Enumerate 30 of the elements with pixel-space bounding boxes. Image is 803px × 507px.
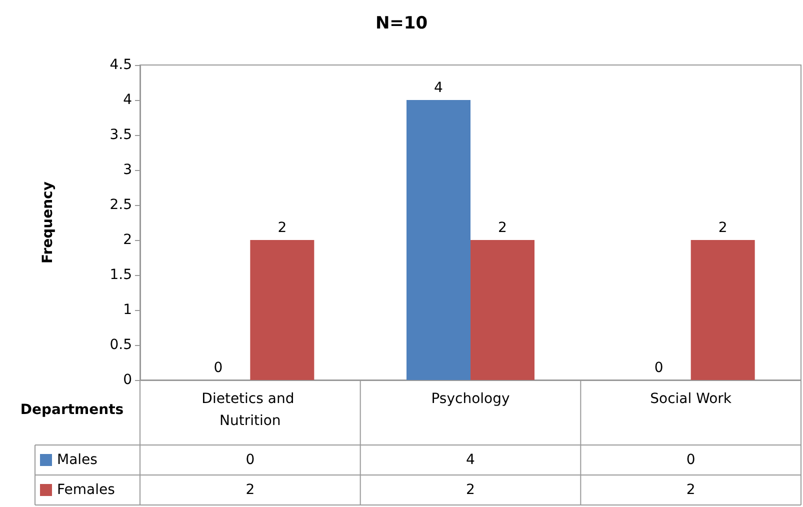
- x-tick-label: Social Work: [650, 391, 732, 407]
- x-axis-title: Departments: [20, 402, 124, 418]
- data-label: 2: [686, 482, 696, 498]
- data-label: 2: [246, 482, 255, 498]
- y-tick-label: 1: [123, 302, 132, 318]
- y-tick-label: 1.5: [110, 267, 132, 283]
- chart-title: N=10: [375, 14, 428, 34]
- y-tick-label: 2: [123, 232, 132, 248]
- text: 2: [718, 220, 728, 236]
- data-label: 4: [466, 452, 476, 468]
- data-label: 0: [246, 452, 255, 468]
- x-tick-label: Dietetics and Nutrition: [202, 391, 299, 429]
- text: 2: [278, 220, 287, 236]
- data-label: 2: [466, 482, 475, 498]
- y-tick-label: 0.5: [110, 337, 132, 353]
- text: 2: [498, 220, 507, 236]
- y-tick-label: 3: [123, 162, 132, 178]
- y-tick-label: 4.5: [110, 57, 132, 73]
- y-axis-title: Frequency: [40, 182, 56, 264]
- text: 0: [654, 360, 664, 376]
- legend-label: Females: [57, 482, 115, 498]
- text: 0: [214, 360, 223, 376]
- y-tick-label: 0: [123, 372, 132, 388]
- text: 4: [434, 80, 443, 96]
- y-tick-label: 4: [123, 92, 132, 108]
- x-tick-label: Psychology: [431, 391, 510, 407]
- legend-label: Males: [57, 452, 98, 468]
- y-tick-label: 2.5: [110, 197, 132, 213]
- data-label: 0: [686, 452, 696, 468]
- y-tick-label: 3.5: [110, 127, 132, 143]
